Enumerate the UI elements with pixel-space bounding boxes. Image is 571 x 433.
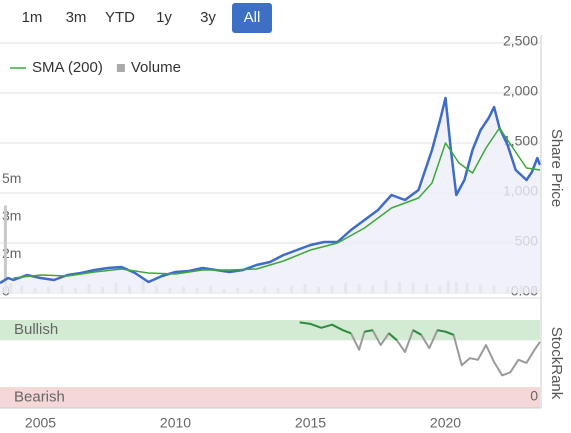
band — [0, 320, 540, 341]
range-button[interactable]: 3y — [200, 9, 216, 26]
range-button[interactable]: 1m — [21, 9, 43, 26]
range-button[interactable]: YTD — [105, 9, 135, 26]
x-tick-label: 2005 — [25, 415, 56, 431]
series-line — [0, 96, 542, 285]
series-line — [13, 127, 541, 279]
x-tick-label: 2010 — [160, 415, 191, 431]
axis-title: StockRank — [548, 327, 565, 400]
y-tick-label: 2,000 — [503, 83, 538, 99]
y-tick-label: 2,500 — [503, 33, 538, 49]
range-button[interactable]: All — [232, 3, 272, 33]
range-button[interactable]: 1y — [156, 9, 172, 26]
x-tick-label: 2020 — [430, 415, 461, 431]
band-label: Bullish — [14, 321, 58, 338]
legend-swatch — [116, 64, 125, 72]
price-area — [0, 98, 540, 293]
y-tick-label: 0 — [530, 388, 538, 404]
volume-bar — [3, 205, 7, 293]
x-tick-label: 2015 — [295, 415, 326, 431]
y-tick-label: 1,500 — [503, 133, 538, 149]
range-button[interactable]: 3m — [65, 9, 87, 26]
legend-label: SMA (200) — [32, 59, 103, 76]
y2-tick-label: 5m — [2, 170, 21, 186]
series-line — [299, 321, 454, 342]
range-buttons: 1m 3m YTD 1y 3y All — [12, 3, 272, 33]
band-label: Bearish — [14, 389, 65, 406]
axis-title: Share Price — [548, 129, 565, 207]
legend-label: Volume — [131, 59, 181, 76]
band — [0, 387, 540, 408]
